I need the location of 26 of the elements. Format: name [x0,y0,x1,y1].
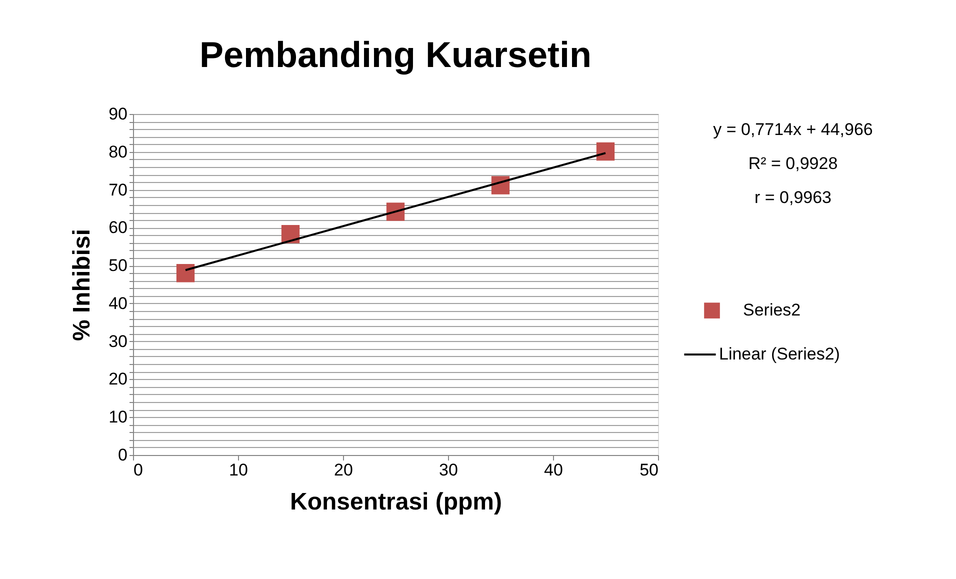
y-tick-label: 10 [108,408,128,427]
x-tick-label: 30 [439,460,458,480]
text: R² = 0,9928 [748,154,838,173]
text: r = 0,9963 [754,188,832,207]
y-tick-label: 40 [108,294,128,313]
x-tick-label: 20 [334,460,353,480]
x-tick-label: 0 [134,460,143,480]
x-tick-label: 50 [640,460,658,480]
y-tick-label: 20 [108,370,128,389]
y-tick-label: 50 [108,256,128,276]
chart-title: Pembanding Kuarsetin [199,34,592,75]
y-axis-title: % Inhibisi [68,228,96,342]
y-tick-label: 80 [108,142,128,162]
y-tick-label: 0 [118,446,128,464]
y-tick-label: 90 [108,104,128,124]
x-axis-title: Konsentrasi (ppm) [290,488,502,516]
legend-label: Linear (Series2) [719,344,840,364]
point [176,264,195,282]
point [596,142,615,161]
legend-label: Series2 [743,300,801,320]
y-tick-label: 60 [108,218,128,238]
text: y = 0,7714x + 44,966 [713,120,873,139]
y-tick-label: 30 [108,332,128,351]
x-tick-label: 10 [229,460,248,480]
x-tick-label: 40 [544,460,563,480]
y-tick-label: 70 [108,180,128,200]
